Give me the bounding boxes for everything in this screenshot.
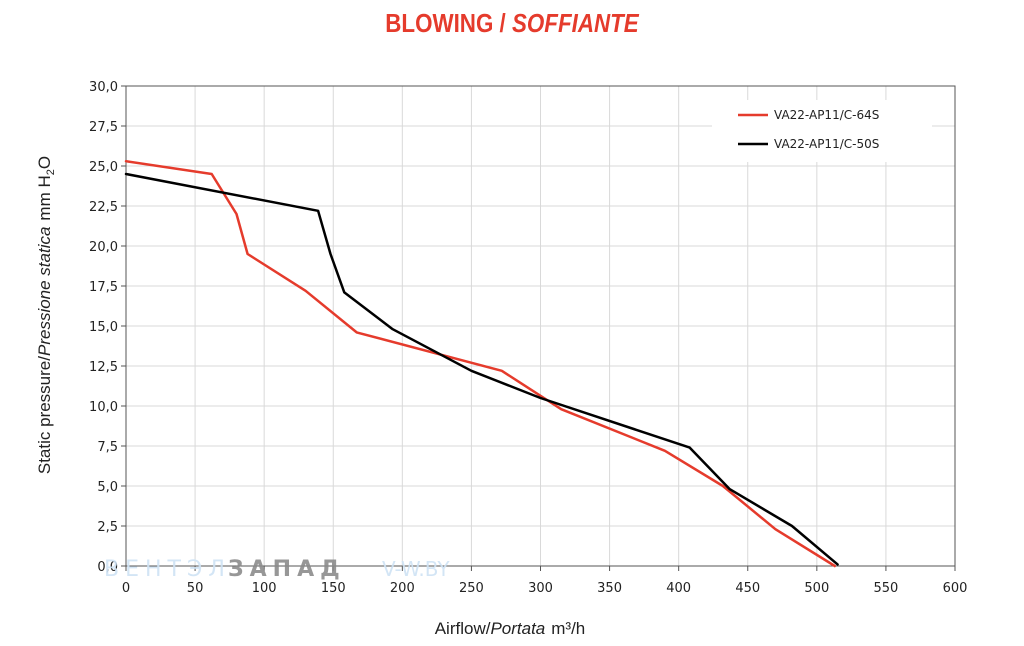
legend-label-series-1: VA22-AP11/C-64S [774, 108, 879, 122]
x-tick-label: 0 [122, 581, 130, 596]
x-tick-label: 300 [528, 581, 553, 596]
grid [126, 86, 955, 566]
x-tick-label: 250 [459, 581, 484, 596]
x-tick-label: 400 [666, 581, 691, 596]
y-tick-label: 22,5 [89, 200, 118, 215]
y-axis-title-italic: Pressione statica [35, 227, 54, 356]
y-tick-label: 7,5 [97, 440, 118, 455]
y-tick-label: 15,0 [89, 320, 118, 335]
y-tick-label: 12,5 [89, 360, 118, 375]
y-axis-title-regular: Static pressure/ [35, 356, 54, 474]
x-tick-label: 150 [321, 581, 346, 596]
x-tick-label: 600 [943, 581, 968, 596]
x-tick-label: 200 [390, 581, 415, 596]
x-axis-title-unit: m³/h [551, 619, 585, 638]
chart-title-italic: SOFFIANTE [511, 8, 639, 38]
x-tick-label: 500 [804, 581, 829, 596]
x-tick-label: 50 [187, 581, 204, 596]
y-tick-label: 5,0 [97, 480, 118, 495]
y-axis-title-unit-sub: 2 [45, 169, 57, 175]
series-group [124, 159, 839, 568]
y-tick-label: 10,0 [89, 400, 118, 415]
y-axis-title-unit-tail: O [35, 156, 54, 169]
y-tick-label: 17,5 [89, 280, 118, 295]
chart-title-separator: / [493, 8, 512, 38]
y-tick-label: 2,5 [97, 520, 118, 535]
y-tick-label: 20,0 [89, 240, 118, 255]
series-line-1 [124, 159, 837, 568]
x-tick-label: 350 [597, 581, 622, 596]
y-tick-label: 27,5 [89, 120, 118, 135]
watermark: ВЕНТЭЛ ЗАПАД V-W.BY [104, 557, 450, 582]
x-axis-title-regular: Airflow/ [435, 619, 491, 638]
y-tick-label: 0,0 [97, 560, 118, 575]
y-tick-label: 25,0 [89, 160, 118, 175]
legend-label-series-2: VA22-AP11/C-50S [774, 137, 879, 151]
watermark-site: V-W.BY [382, 557, 450, 581]
chart-title: BLOWING / SOFFIANTE [72, 8, 953, 39]
x-tick-label: 100 [252, 581, 277, 596]
watermark-right: ЗАПАД [228, 557, 346, 582]
x-axis-title: Airflow/Portata m³/h [435, 619, 586, 638]
watermark-left: ВЕНТЭЛ [104, 557, 231, 582]
axis-ticks: 0 50 100 150 200 250 300 350 400 450 500 550 600 0,0 2… [89, 80, 967, 596]
x-tick-label: 550 [874, 581, 899, 596]
series-line-2 [124, 172, 839, 566]
chart-title-main: BLOWING [385, 8, 494, 38]
x-tick-label: 450 [735, 581, 760, 596]
y-axis-title-unit: mm H [35, 175, 54, 220]
x-axis-title-italic: Portata [490, 619, 545, 638]
y-axis-title: Static pressure/Pressione statica mm H2O [35, 156, 57, 474]
legend: VA22-AP11/C-64S VA22-AP11/C-50S [712, 100, 932, 162]
y-tick-label: 30,0 [89, 80, 118, 95]
